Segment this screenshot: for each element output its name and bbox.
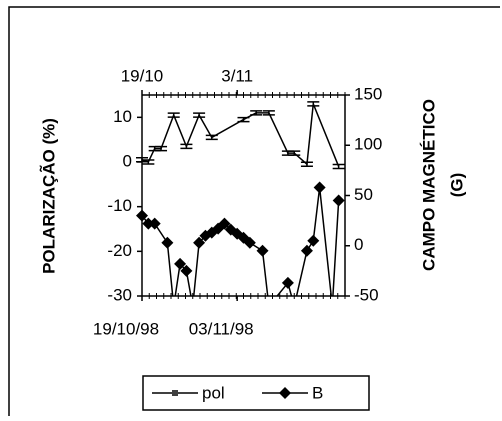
diamond-marker [256, 244, 269, 257]
dash-marker [193, 112, 206, 118]
diamond-marker [288, 300, 300, 312]
legend-label: pol [202, 383, 225, 402]
y-tick-label: 10 [113, 107, 132, 126]
x2-tick-label: 3/11 [221, 66, 253, 85]
diamond-marker [174, 257, 187, 270]
diamond-marker [300, 244, 313, 257]
diamond-marker [313, 181, 326, 194]
dash-marker [142, 159, 155, 165]
diamond-marker [142, 217, 155, 230]
dash-marker [332, 163, 345, 170]
y2-tick-label: 100 [354, 135, 382, 154]
y-tick-label: -30 [107, 285, 132, 304]
dash-marker [136, 157, 148, 163]
legend-marker [279, 387, 291, 399]
diamond-marker [326, 300, 338, 312]
diamond-marker [168, 300, 180, 312]
dash-marker [288, 150, 301, 156]
x2-tick-label: 19/10 [121, 66, 164, 85]
diamond-marker [263, 300, 275, 312]
x-tick-label: 03/11/98 [189, 319, 254, 338]
y2-axis-label: (G) [447, 173, 466, 198]
series-line [141, 187, 340, 296]
legend-box [142, 375, 370, 411]
y-tick-label: -20 [107, 241, 132, 260]
legend-label: B [312, 383, 323, 402]
diamond-marker [193, 236, 206, 249]
diamond-marker [148, 217, 161, 230]
y2-tick-label: 150 [354, 84, 382, 103]
legend-marker [172, 390, 178, 396]
dash-marker [300, 161, 313, 167]
dash-marker [307, 101, 320, 107]
diamond-marker [136, 209, 148, 222]
diamond-marker [187, 300, 199, 312]
y2-tick-label: -50 [354, 285, 379, 304]
diamond-marker [161, 236, 174, 249]
diamond-marker [218, 217, 231, 230]
dash-marker [205, 134, 218, 141]
diamond-marker [180, 264, 193, 277]
dash-marker [237, 116, 250, 123]
dash-marker [250, 110, 263, 116]
dash-marker [180, 143, 193, 150]
y2-tick-label: 0 [354, 235, 363, 254]
y-axis-label: POLARIZAÇÃO (%) [38, 118, 58, 274]
plot-area [136, 101, 345, 312]
dash-marker [167, 112, 180, 118]
x-tick-label: 19/10/98 [93, 319, 159, 338]
diamond-marker [332, 194, 345, 207]
series-line [141, 103, 340, 167]
y2-tick-label: 50 [354, 185, 373, 204]
y-tick-label: 0 [123, 151, 132, 170]
frame [8, 6, 500, 416]
dash-marker [262, 110, 275, 116]
y2-axis-label: CAMPO MAGNÉTICO [419, 99, 438, 271]
dash-marker [155, 145, 168, 152]
diamond-marker [243, 236, 256, 249]
diamond-marker [281, 276, 294, 289]
diamond-marker [307, 234, 320, 247]
y-tick-label: -10 [107, 196, 132, 215]
